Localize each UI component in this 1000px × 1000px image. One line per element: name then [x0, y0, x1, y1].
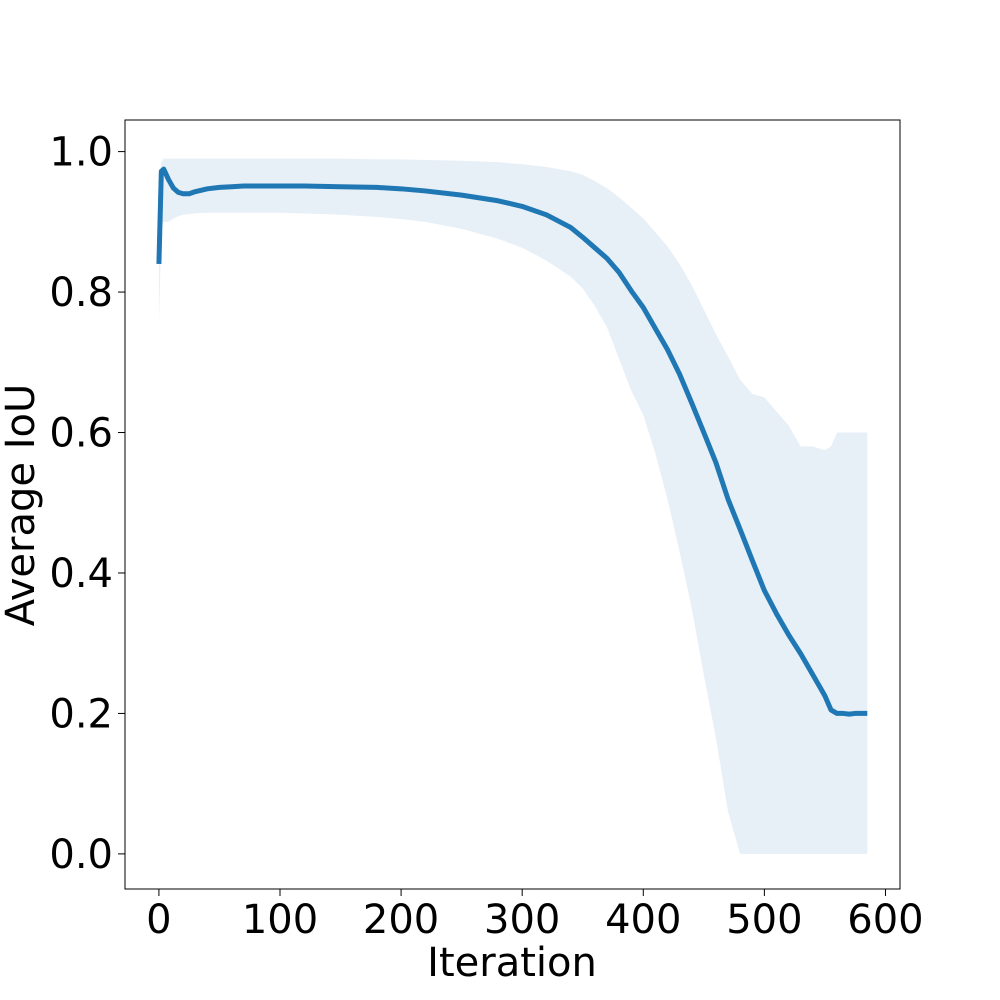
- axes: 0 100 200 300 400 500 600 0.0 0.2 0.4 0.6 0.8 1.0: [49, 119, 924, 943]
- y-axis-label: Average IoU: [0, 384, 44, 627]
- series-group: [156, 158, 868, 854]
- x-tick-label: 300: [484, 897, 560, 943]
- plot-area: [156, 158, 868, 854]
- x-tick-label: 200: [363, 897, 439, 943]
- x-tick-label: 100: [242, 897, 318, 943]
- x-tick-label: 0: [146, 897, 171, 943]
- y-tick-label: 0.6: [49, 411, 113, 457]
- y-tick-label: 0.2: [49, 691, 113, 737]
- y-tick-label: 0.8: [49, 270, 113, 316]
- mean-iou-line: [156, 166, 868, 717]
- x-tick-label: 500: [726, 897, 802, 943]
- confidence-band: [158, 158, 868, 854]
- x-axis-label: Iteration: [427, 940, 597, 986]
- x-tick-label: 600: [847, 897, 923, 943]
- y-tick-label: 0.4: [49, 551, 113, 597]
- plot-frame: [124, 119, 901, 890]
- x-tick-label: 400: [605, 897, 681, 943]
- y-tick-label: 1.0: [49, 130, 113, 176]
- y-tick-label: 0.0: [49, 832, 113, 878]
